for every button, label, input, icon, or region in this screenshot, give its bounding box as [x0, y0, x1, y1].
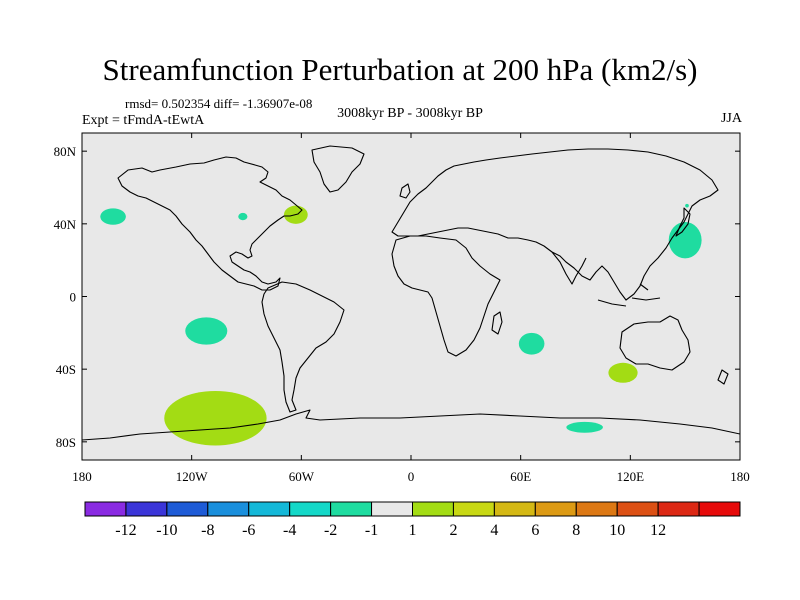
- colorbar-box: [371, 501, 413, 517]
- colorbar-box: [493, 501, 536, 517]
- colorbar-box: [452, 501, 495, 517]
- x-tick-label: 180: [72, 469, 92, 484]
- coastline-britain: [399, 183, 411, 199]
- chart-title: Streamfunction Perturbation at 200 hPa (…: [102, 52, 698, 87]
- season-label: JJA: [720, 111, 742, 126]
- coastline-south-america: [261, 281, 345, 413]
- x-tick-label: 180: [730, 469, 750, 484]
- anomaly-negative-7: [518, 332, 545, 355]
- coastline-new-zealand: [717, 369, 729, 385]
- anomaly-positive-8: [608, 362, 638, 383]
- colorbar-label: -8: [201, 522, 214, 539]
- colorbar-box: [166, 501, 209, 517]
- colorbar-box: [84, 501, 127, 517]
- colorbar-label: -6: [242, 522, 255, 539]
- colorbar-box: [125, 501, 168, 517]
- colorbar-label: -12: [115, 522, 136, 539]
- colorbar-box: [575, 501, 618, 517]
- anomaly-positive-4: [164, 390, 267, 446]
- y-tick-label: 80S: [56, 435, 76, 450]
- coastline-antarctica: [82, 409, 740, 441]
- y-tick-label: 80N: [54, 144, 77, 159]
- colorbar-label: -2: [324, 522, 337, 539]
- colorbar-box: [207, 501, 250, 517]
- colorbar-label: -1: [365, 522, 378, 539]
- anomaly-negative-1: [238, 212, 248, 221]
- colorbar-box: [289, 501, 332, 517]
- coastline-indonesia: [597, 283, 661, 307]
- coastline-north-america: [117, 156, 303, 291]
- coastline-eurasia: [391, 148, 719, 301]
- anomaly-negative-3: [185, 317, 228, 345]
- anomaly-negative-6: [685, 203, 689, 208]
- x-tick-label: 120W: [176, 469, 209, 484]
- x-tick-label: 120E: [617, 469, 645, 484]
- anomaly-negative-9: [566, 421, 603, 433]
- colorbar-label: 12: [650, 522, 666, 539]
- colorbar-box: [657, 501, 700, 517]
- x-tick-label: 60W: [289, 469, 315, 484]
- x-tick-label: 0: [408, 469, 415, 484]
- colorbar-box: [616, 501, 659, 517]
- colorbar-box: [698, 501, 741, 517]
- coastline-india: [551, 251, 587, 285]
- anomaly-negative-0: [100, 208, 126, 225]
- colorbar-box: [534, 501, 577, 517]
- colorbar-label: 10: [609, 522, 625, 539]
- coastline-madagascar: [491, 311, 503, 335]
- period-label: 3008kyr BP - 3008kyr BP: [337, 106, 483, 121]
- colorbar-label: 8: [572, 522, 580, 539]
- colorbar-label: -10: [156, 522, 177, 539]
- colorbar-label: 2: [449, 522, 457, 539]
- coastline-japan: [675, 207, 691, 237]
- colorbar-label: 4: [490, 522, 498, 539]
- colorbar-label: -4: [283, 522, 296, 539]
- coastline-australia: [619, 315, 691, 371]
- colorbar-label: 1: [409, 522, 417, 539]
- coastline-greenland: [311, 145, 365, 193]
- colorbar-box: [412, 501, 454, 517]
- y-tick-label: 40N: [54, 217, 77, 232]
- stats-label: rmsd= 0.502354 diff= -1.36907e-08: [125, 96, 313, 111]
- x-tick-label: 60E: [510, 469, 531, 484]
- y-tick-label: 0: [70, 290, 77, 305]
- experiment-label: Expt = tFmdA-tEwtA: [82, 113, 205, 128]
- y-tick-label: 40S: [56, 362, 76, 377]
- colorbar-label: 6: [531, 522, 539, 539]
- coastline-africa: [391, 235, 501, 357]
- colorbar-box: [248, 501, 291, 517]
- colorbar-box: [330, 501, 373, 517]
